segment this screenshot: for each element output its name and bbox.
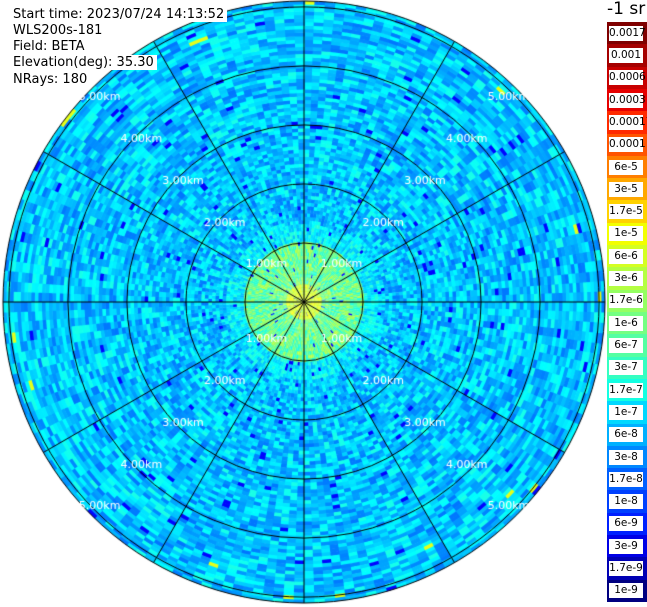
colorbar-tick-label: 3e-8 bbox=[609, 449, 643, 465]
colorbar-tick-label: 0.001 bbox=[609, 47, 643, 63]
colorbar-tick-label: 0.0003 bbox=[609, 92, 646, 108]
colorbar-unit-label: -1 sr bbox=[607, 0, 646, 19]
colorbar-tick-label: 1.7e-6 bbox=[609, 293, 643, 309]
colorbar-tick-label: 1.7e-9 bbox=[609, 561, 643, 577]
colorbar-tick-label: 1e-9 bbox=[609, 583, 643, 599]
colorbar-tick-label: 6e-6 bbox=[609, 248, 643, 264]
colorbar-tick-label: 1e-7 bbox=[609, 404, 643, 420]
colorbar-tick-label: 1e-5 bbox=[609, 226, 643, 242]
colorbar-tick-label: 0.0006 bbox=[609, 70, 646, 86]
colorbar-tick-label: 3e-6 bbox=[609, 271, 643, 287]
colorbar-tick-label: 6e-5 bbox=[609, 159, 643, 175]
colorbar-tick-label: 3e-5 bbox=[609, 181, 643, 197]
colorbar-tick-label: 0.0001 bbox=[609, 137, 646, 153]
colorbar-tick-label: 6e-9 bbox=[609, 516, 643, 532]
instrument-label: WLS200s-181 bbox=[10, 23, 106, 38]
colorbar-tick-label: 1.7e-7 bbox=[609, 382, 643, 398]
colorbar-tick-label: 3e-9 bbox=[609, 538, 643, 554]
colorbar-tick-label: 1.7e-5 bbox=[609, 204, 643, 220]
colorbar-tick-label: 6e-8 bbox=[609, 427, 643, 443]
colorbar-tick-label: 6e-7 bbox=[609, 337, 643, 353]
field-label: Field: BETA bbox=[10, 39, 88, 54]
colorbar-tick-label: 1e-8 bbox=[609, 494, 643, 510]
colorbar-tick-label: 3e-7 bbox=[609, 360, 643, 376]
colorbar: 0.0017 0.001 0.0006 0.0003 0.00017 0.0001 6e-5… bbox=[607, 22, 647, 603]
colorbar-tick-label: 0.0017 bbox=[609, 25, 646, 41]
elevation-label: Elevation(deg): 35.30 bbox=[10, 55, 157, 70]
colorbar-tick-label: 1e-6 bbox=[609, 315, 643, 331]
colorbar-tick-label: 1.7e-8 bbox=[609, 471, 643, 487]
nrays-label: NRays: 180 bbox=[10, 72, 91, 87]
start-time-label: Start time: 2023/07/24 14:13:52 bbox=[10, 7, 228, 22]
colorbar-tick-label: 0.00017 bbox=[609, 114, 647, 130]
